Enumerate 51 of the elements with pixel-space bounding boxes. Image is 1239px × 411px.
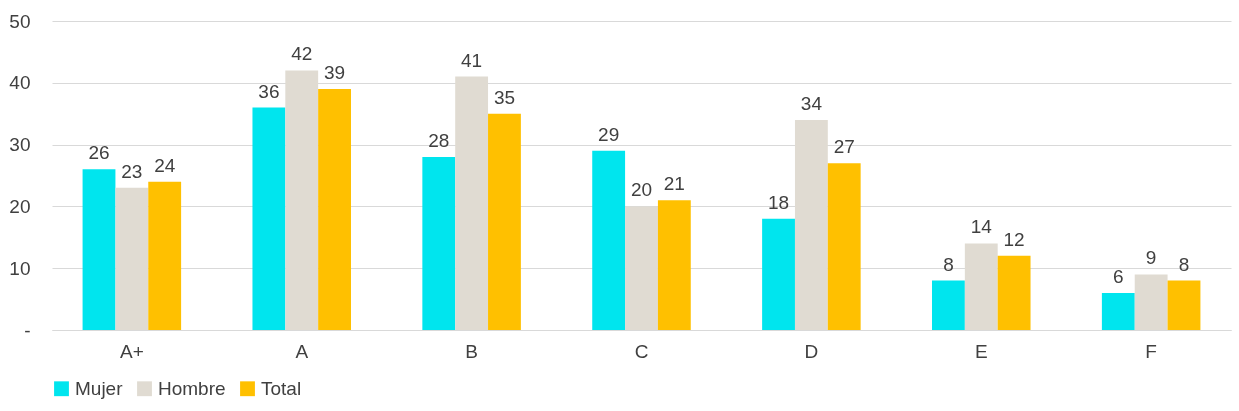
x-tick-label: C — [634, 340, 649, 362]
y-tick-label: 10 — [9, 257, 31, 279]
data-label: 23 — [121, 160, 143, 182]
data-label: 8 — [943, 253, 954, 275]
data-label: 20 — [630, 179, 653, 201]
y-tick-label: 30 — [9, 134, 31, 156]
data-label: 42 — [291, 43, 313, 65]
bar — [422, 156, 456, 330]
bar — [318, 88, 351, 330]
bar — [252, 107, 286, 330]
data-label: 18 — [767, 191, 790, 213]
bar — [1167, 280, 1201, 330]
data-label: 27 — [833, 136, 855, 158]
data-label: 12 — [1003, 228, 1025, 250]
data-label: 39 — [324, 61, 346, 83]
data-label: 6 — [1113, 265, 1124, 287]
y-tick-label: 20 — [9, 195, 31, 217]
data-label: 24 — [154, 154, 176, 176]
x-tick-label: B — [465, 340, 478, 362]
bar — [762, 218, 795, 330]
bar — [932, 280, 965, 330]
bar — [82, 169, 116, 330]
data-label: 14 — [970, 216, 993, 238]
x-tick-label: E — [974, 340, 988, 362]
x-tick-label: D — [804, 340, 819, 362]
legend-label: Mujer — [75, 377, 124, 399]
data-label: 28 — [428, 129, 450, 151]
data-label: 9 — [1145, 247, 1157, 269]
bar — [827, 163, 861, 330]
legend-label: Total — [261, 377, 302, 399]
bar — [592, 150, 626, 330]
legend-label: Hombre — [158, 377, 226, 399]
data-label: 36 — [258, 80, 280, 102]
data-label: 34 — [800, 92, 823, 114]
y-tick-label: - — [24, 319, 31, 341]
bar — [1101, 292, 1135, 330]
bar — [657, 200, 691, 330]
y-tick-label: 50 — [9, 10, 31, 32]
data-label: 21 — [663, 173, 685, 195]
x-tick-label: F — [1145, 340, 1157, 362]
bar — [488, 113, 521, 330]
data-label: 35 — [493, 86, 516, 108]
bar — [997, 255, 1031, 330]
bar — [148, 181, 182, 330]
y-tick-label: 40 — [9, 72, 31, 94]
x-tick-label: A — [295, 340, 309, 362]
x-tick-label: A+ — [119, 340, 144, 362]
data-label: 26 — [88, 142, 110, 164]
data-label: 8 — [1178, 253, 1190, 275]
data-label: 41 — [461, 49, 483, 71]
data-label: 29 — [598, 123, 620, 145]
